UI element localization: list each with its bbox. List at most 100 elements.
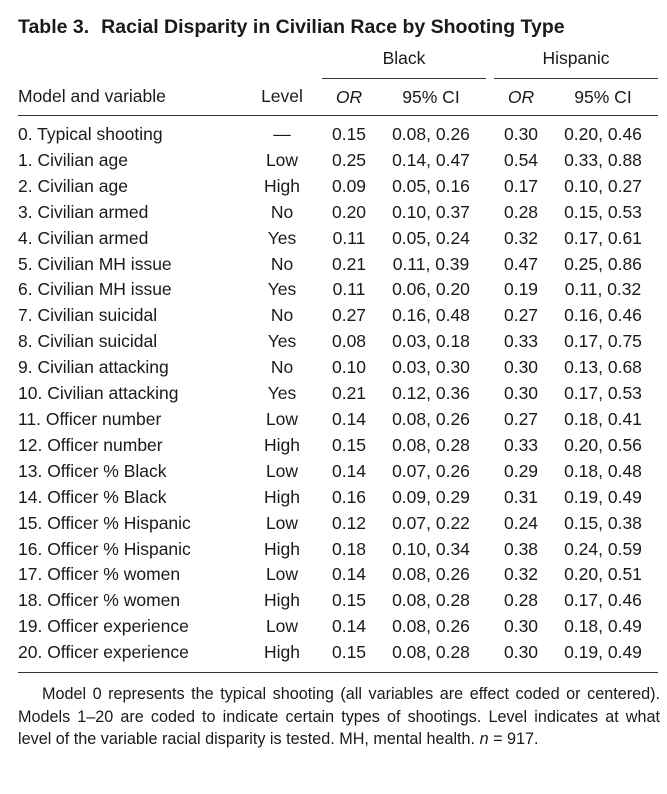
cell-model: 19. Officer experience bbox=[18, 616, 189, 637]
cell-or-hispanic: 0.28 bbox=[503, 201, 539, 222]
cell-model: 18. Officer % women bbox=[18, 590, 181, 611]
table-row: 8. Civilian suicidal Yes 0.08 0.03, 0.18 0.3… bbox=[18, 329, 658, 355]
cell-or-black: 0.15 bbox=[331, 642, 367, 663]
cell-ci-hispanic: 0.10, 0.27 bbox=[564, 175, 642, 196]
cell-ci-black: 0.08, 0.28 bbox=[392, 642, 470, 663]
cell-ci-hispanic: 0.18, 0.41 bbox=[564, 408, 642, 429]
cell-level: — bbox=[273, 124, 291, 144]
cell-ci-black: 0.10, 0.34 bbox=[392, 538, 470, 559]
table-row: 7. Civilian suicidal No 0.27 0.16, 0.48 0.27… bbox=[18, 303, 658, 329]
group-header-hispanic: Hispanic bbox=[494, 48, 658, 79]
cell-model: 15. Officer % Hispanic bbox=[18, 512, 191, 533]
cell-level: Low bbox=[265, 408, 299, 429]
cell-ci-black: 0.09, 0.29 bbox=[392, 486, 470, 507]
cell-ci-black: 0.08, 0.28 bbox=[392, 434, 470, 455]
table-row: 20. Officer experience High 0.15 0.08, 0.28… bbox=[18, 640, 658, 672]
table-row: 1. Civilian age Low 0.25 0.14, 0.47 0.54 0.33… bbox=[18, 148, 658, 174]
table-body: 0. Typical shooting — 0.15 0.08, 0.26 0.30 0.… bbox=[18, 116, 658, 673]
cell-ci-black: 0.11, 0.39 bbox=[392, 253, 470, 274]
header-ci-hispanic: 95% CI bbox=[574, 86, 632, 107]
cell-ci-black: 0.12, 0.36 bbox=[392, 383, 470, 404]
cell-level: High bbox=[264, 434, 300, 455]
cell-ci-black: 0.08, 0.26 bbox=[392, 124, 470, 144]
cell-model: 8. Civilian suicidal bbox=[18, 331, 158, 352]
header-ci-black: 95% CI bbox=[402, 86, 460, 107]
cell-or-hispanic: 0.33 bbox=[503, 331, 539, 352]
table-row: 14. Officer % Black High 0.16 0.09, 0.29 0.3… bbox=[18, 485, 658, 511]
cell-model: 6. Civilian MH issue bbox=[18, 279, 172, 300]
cell-level: No bbox=[270, 305, 294, 326]
cell-ci-hispanic: 0.17, 0.61 bbox=[564, 227, 642, 248]
cell-ci-black: 0.05, 0.16 bbox=[392, 175, 470, 196]
cell-level: Yes bbox=[267, 227, 297, 248]
table-row: 11. Officer number Low 0.14 0.08, 0.26 0.27 0… bbox=[18, 407, 658, 433]
cell-or-black: 0.25 bbox=[331, 149, 367, 170]
cell-ci-hispanic: 0.13, 0.68 bbox=[564, 357, 642, 378]
cell-ci-hispanic: 0.15, 0.38 bbox=[564, 512, 642, 533]
cell-model: 12. Officer number bbox=[18, 434, 163, 455]
header-or-black: OR bbox=[335, 86, 363, 107]
cell-or-black: 0.14 bbox=[331, 460, 367, 481]
cell-or-black: 0.20 bbox=[331, 201, 367, 222]
cell-or-black: 0.14 bbox=[331, 408, 367, 429]
cell-ci-hispanic: 0.17, 0.75 bbox=[564, 331, 642, 352]
cell-model: 10. Civilian attacking bbox=[18, 383, 179, 404]
cell-ci-hispanic: 0.15, 0.53 bbox=[564, 201, 642, 222]
cell-or-hispanic: 0.27 bbox=[503, 305, 539, 326]
cell-ci-hispanic: 0.18, 0.48 bbox=[564, 460, 642, 481]
table-row: 18. Officer % women High 0.15 0.08, 0.28 0.2… bbox=[18, 588, 658, 614]
cell-model: 14. Officer % Black bbox=[18, 486, 167, 507]
table-row: 3. Civilian armed No 0.20 0.10, 0.37 0.28 0.1… bbox=[18, 200, 658, 226]
table-row: 13. Officer % Black Low 0.14 0.07, 0.26 0.29… bbox=[18, 459, 658, 485]
cell-ci-hispanic: 0.20, 0.56 bbox=[564, 434, 642, 455]
note-n-label: n bbox=[479, 730, 489, 749]
cell-level: High bbox=[264, 538, 300, 559]
table-row: 17. Officer % women Low 0.14 0.08, 0.26 0.32… bbox=[18, 562, 658, 588]
header-model: Model and variable bbox=[18, 86, 166, 107]
cell-ci-hispanic: 0.11, 0.32 bbox=[564, 279, 642, 300]
table-row: 15. Officer % Hispanic Low 0.12 0.07, 0.22 0… bbox=[18, 511, 658, 537]
cell-or-black: 0.27 bbox=[331, 305, 367, 326]
cell-model: 3. Civilian armed bbox=[18, 201, 149, 222]
cell-level: Low bbox=[265, 616, 299, 637]
cell-level: Yes bbox=[267, 279, 297, 300]
cell-or-hispanic: 0.17 bbox=[503, 175, 539, 196]
cell-ci-hispanic: 0.20, 0.46 bbox=[564, 124, 642, 144]
cell-or-hispanic: 0.30 bbox=[503, 616, 539, 637]
cell-ci-hispanic: 0.33, 0.88 bbox=[564, 149, 642, 170]
cell-model: 0. Typical shooting bbox=[18, 124, 163, 144]
table-row: 4. Civilian armed Yes 0.11 0.05, 0.24 0.32 0.… bbox=[18, 226, 658, 252]
cell-or-hispanic: 0.38 bbox=[503, 538, 539, 559]
cell-ci-hispanic: 0.25, 0.86 bbox=[564, 253, 642, 274]
cell-or-black: 0.16 bbox=[331, 486, 367, 507]
table-row: 9. Civilian attacking No 0.10 0.03, 0.30 0.3… bbox=[18, 355, 658, 381]
cell-or-black: 0.18 bbox=[331, 538, 367, 559]
table-row: 6. Civilian MH issue Yes 0.11 0.06, 0.20 0.1… bbox=[18, 277, 658, 303]
note-text: Model 0 represents the typical shooting … bbox=[18, 685, 660, 749]
cell-ci-hispanic: 0.20, 0.51 bbox=[564, 564, 642, 585]
cell-model: 5. Civilian MH issue bbox=[18, 253, 172, 274]
cell-ci-black: 0.08, 0.26 bbox=[392, 408, 470, 429]
cell-ci-black: 0.03, 0.30 bbox=[392, 357, 470, 378]
cell-ci-hispanic: 0.19, 0.49 bbox=[564, 486, 642, 507]
cell-or-black: 0.08 bbox=[331, 331, 367, 352]
table-row: 2. Civilian age High 0.09 0.05, 0.16 0.17 0.1… bbox=[18, 174, 658, 200]
cell-or-black: 0.10 bbox=[331, 357, 367, 378]
note-n-value: = 917. bbox=[488, 730, 539, 749]
table-title-text: Racial Disparity in Civilian Race by Sho… bbox=[101, 16, 565, 38]
cell-model: 4. Civilian armed bbox=[18, 227, 149, 248]
cell-level: Yes bbox=[267, 383, 297, 404]
cell-ci-hispanic: 0.16, 0.46 bbox=[564, 305, 642, 326]
cell-ci-black: 0.08, 0.26 bbox=[392, 564, 470, 585]
cell-level: High bbox=[264, 590, 300, 611]
cell-level: No bbox=[270, 201, 294, 222]
cell-or-hispanic: 0.33 bbox=[503, 434, 539, 455]
cell-level: Low bbox=[265, 512, 299, 533]
cell-or-hispanic: 0.32 bbox=[503, 227, 539, 248]
cell-ci-black: 0.03, 0.18 bbox=[392, 331, 470, 352]
cell-ci-hispanic: 0.17, 0.53 bbox=[564, 383, 642, 404]
cell-ci-black: 0.10, 0.37 bbox=[392, 201, 470, 222]
table-title: Table 3. Racial Disparity in Civilian Rac… bbox=[18, 12, 657, 48]
cell-or-hispanic: 0.30 bbox=[503, 383, 539, 404]
